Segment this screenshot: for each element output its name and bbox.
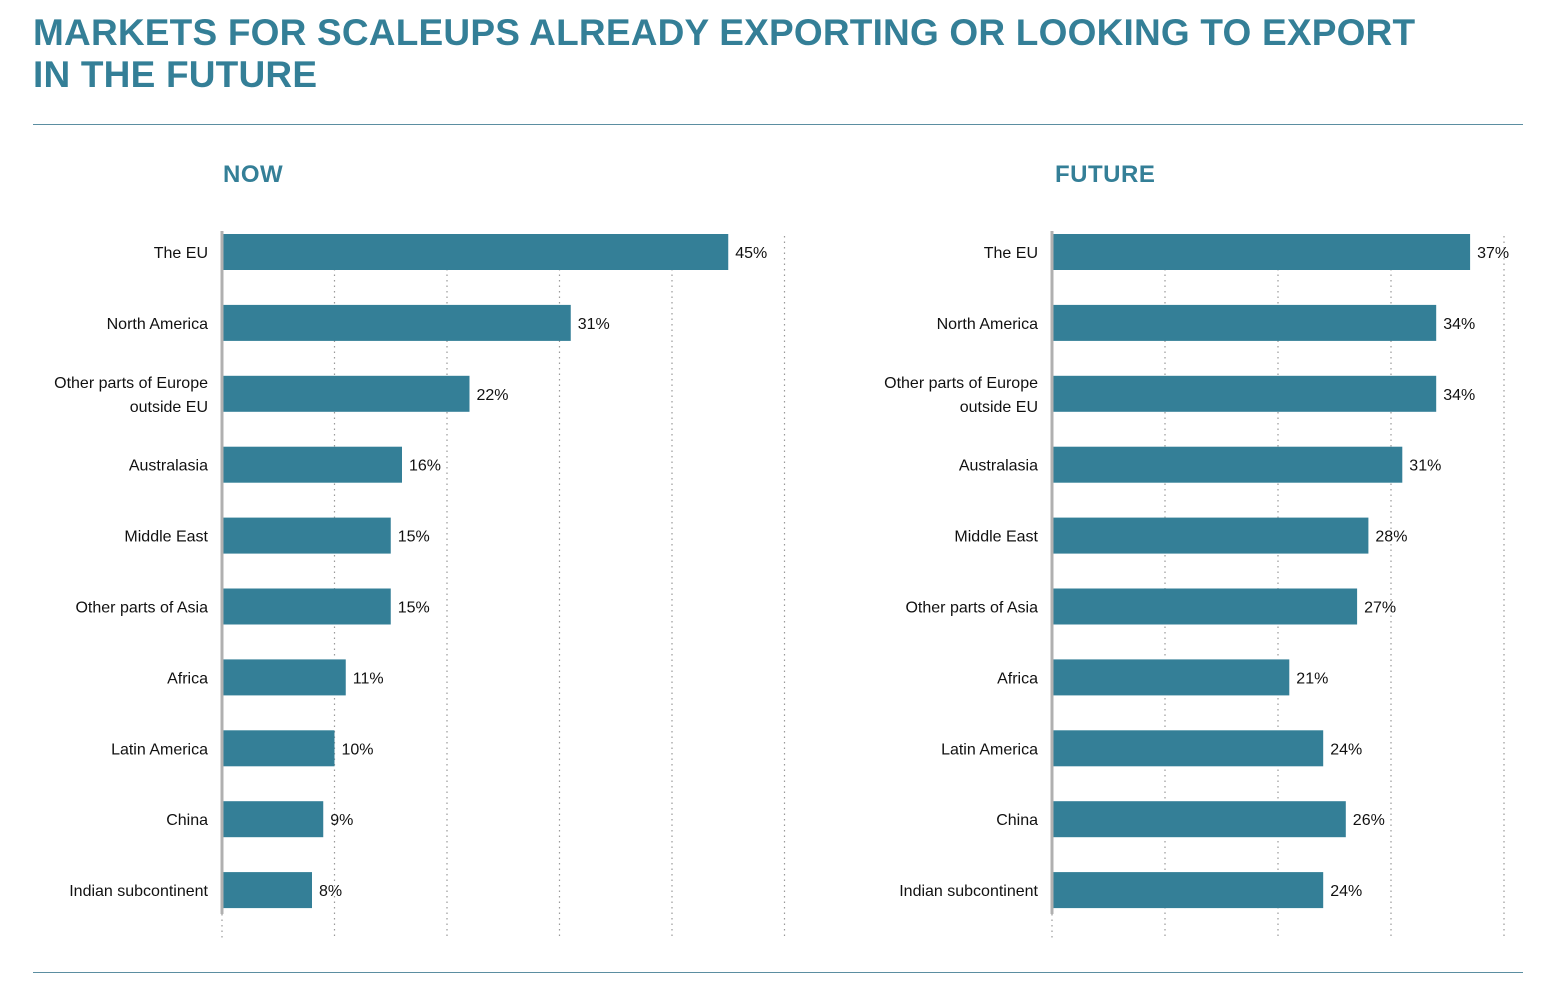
now-bar [222, 659, 346, 696]
now-value-label: 31% [578, 316, 610, 333]
future-category-label: Africa [997, 670, 1038, 687]
future-category-label: outside EU [960, 399, 1038, 416]
now-category-label: Other parts of Asia [75, 600, 208, 617]
now-category-label: Other parts of Europe [54, 375, 208, 392]
now-category-label: Australasia [129, 458, 208, 475]
now-value-label: 10% [342, 741, 374, 758]
now-bar [222, 446, 402, 483]
now-value-label: 22% [477, 387, 509, 404]
future-bar [1052, 517, 1369, 554]
top-divider [33, 124, 1523, 125]
now-value-label: 45% [735, 245, 767, 262]
now-category-label: Indian subcontinent [69, 883, 208, 900]
now-bar [222, 375, 470, 412]
now-category-label: Africa [167, 670, 208, 687]
bottom-divider [33, 972, 1523, 973]
future-category-label: Other parts of Europe [884, 375, 1038, 392]
now-bar [222, 801, 324, 838]
now-category-label: North America [107, 316, 208, 333]
now-category-label: China [166, 812, 208, 829]
now-category-label: Middle East [124, 529, 208, 546]
future-category-label: Middle East [954, 529, 1038, 546]
now-value-label: 15% [398, 529, 430, 546]
now-category-label: outside EU [130, 399, 208, 416]
future-value-label: 34% [1443, 316, 1475, 333]
now-bar [222, 588, 391, 625]
now-value-label: 16% [409, 458, 441, 475]
chart-title: MARKETS FOR SCALEUPS ALREADY EXPORTING O… [33, 12, 1433, 96]
future-bar [1052, 659, 1290, 696]
future-value-label: 34% [1443, 387, 1475, 404]
future-panel-title: FUTURE [1055, 161, 1155, 188]
future-value-label: 24% [1330, 741, 1362, 758]
future-category-label: Australasia [959, 458, 1038, 475]
now-bar [222, 304, 571, 341]
future-value-label: 21% [1296, 670, 1328, 687]
future-category-label: Other parts of Asia [905, 600, 1038, 617]
future-category-label: Indian subcontinent [899, 883, 1038, 900]
now-bar [222, 872, 312, 909]
future-value-label: 31% [1409, 458, 1441, 475]
now-bar [222, 517, 391, 554]
future-bar [1052, 304, 1437, 341]
future-category-label: China [996, 812, 1038, 829]
future-category-label: The EU [984, 245, 1038, 262]
future-bar [1052, 872, 1324, 909]
future-bar [1052, 801, 1346, 838]
future-bar [1052, 730, 1324, 767]
now-value-label: 8% [319, 883, 342, 900]
future-category-label: North America [937, 316, 1038, 333]
future-bar [1052, 375, 1437, 412]
future-value-label: 24% [1330, 883, 1362, 900]
future-value-label: 27% [1364, 600, 1396, 617]
now-bar [222, 234, 729, 270]
future-bar [1052, 234, 1471, 270]
now-value-label: 11% [353, 670, 384, 687]
chart-title-line-2: IN THE FUTURE [33, 54, 318, 95]
future-value-label: 28% [1375, 529, 1407, 546]
now-value-label: 15% [398, 600, 430, 617]
now-value-label: 9% [330, 812, 353, 829]
chart-title-line-1: MARKETS FOR SCALEUPS ALREADY EXPORTING O… [33, 12, 1416, 53]
now-bar [222, 730, 335, 767]
now-category-label: Latin America [111, 741, 208, 758]
future-category-label: Latin America [941, 741, 1038, 758]
now-category-label: The EU [154, 245, 208, 262]
future-value-label: 26% [1353, 812, 1385, 829]
future-bar [1052, 446, 1403, 483]
now-panel-title: NOW [223, 161, 283, 188]
future-bar [1052, 588, 1358, 625]
future-value-label: 37% [1477, 245, 1509, 262]
